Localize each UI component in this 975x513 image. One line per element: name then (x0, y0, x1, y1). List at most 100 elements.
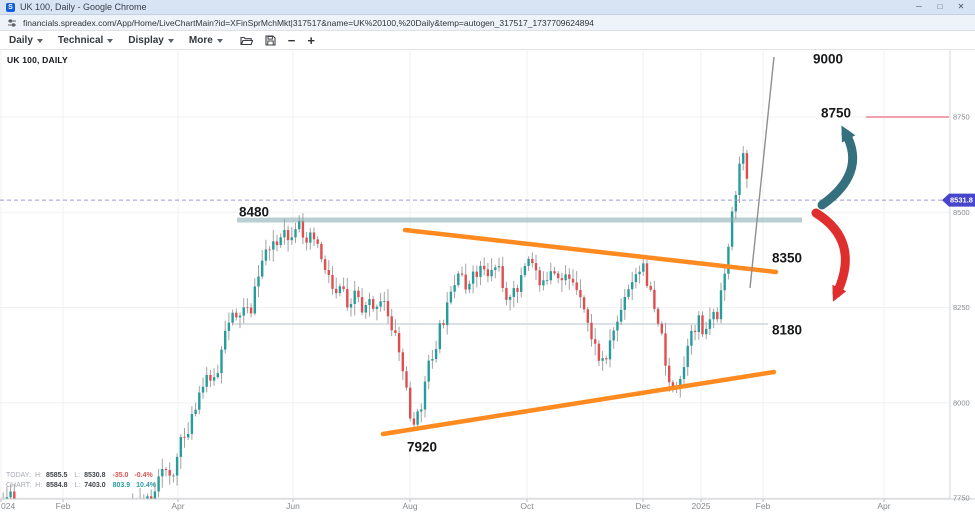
candle-down (394, 330, 397, 333)
current-price-tag (942, 193, 975, 207)
url-bar[interactable]: financials.spreadex.com/App/Home/LiveCha… (0, 15, 975, 31)
menu-display[interactable]: Display (128, 35, 174, 46)
x-tick-label: Oct (520, 501, 534, 511)
candle-up (479, 265, 482, 277)
candle-up (194, 409, 197, 415)
candle-up (420, 409, 423, 412)
candle-up (375, 306, 379, 309)
candle-down (390, 316, 393, 331)
candle-up (349, 303, 353, 308)
today-low-value: 8530.8 (84, 472, 106, 479)
candle-down (464, 274, 467, 290)
candle-down (557, 273, 560, 279)
candle-up (257, 276, 260, 287)
candle-up (431, 359, 434, 361)
high-label: H: (35, 482, 43, 489)
x-tick-label: Feb (756, 501, 771, 511)
candle-down (320, 243, 323, 260)
candle-down (605, 358, 608, 360)
chart-percent-value: 10.4% (136, 482, 156, 489)
minimize-button[interactable]: ─ (916, 2, 922, 11)
x-tick-label: Feb (56, 501, 71, 511)
bearish-scenario-arrow (811, 208, 850, 302)
candle-up (723, 273, 726, 291)
candle-down (553, 271, 556, 274)
chart-low-value: 7403.0 (84, 482, 106, 489)
candle-down (249, 307, 253, 314)
zoom-in-button[interactable]: + (307, 32, 315, 48)
menu-technical[interactable]: Technical (58, 35, 114, 46)
candle-up (734, 194, 737, 212)
zoom-out-button[interactable]: − (287, 32, 296, 48)
current-price-value: 8531.8 (950, 196, 973, 205)
candle-down (305, 237, 308, 243)
candle-up (608, 340, 612, 360)
candle-up (520, 275, 523, 292)
candle-down (372, 299, 375, 309)
save-icon (265, 34, 276, 46)
open-chart-button[interactable] (240, 35, 253, 46)
chevron-down-icon (167, 38, 174, 43)
candle-down (671, 382, 675, 387)
menu-display-label: Display (128, 34, 164, 46)
chevron-down-icon (36, 38, 43, 43)
candle-up (272, 241, 275, 250)
candle-up (727, 246, 730, 274)
menu-daily-label: Daily (9, 34, 33, 46)
gridlines (0, 50, 950, 502)
candle-down (656, 308, 660, 324)
price-chart-canvas[interactable]: 8750 8500 8250 8000 7750 024 Feb Apr Jun Aug Oct De… (0, 50, 975, 513)
level-label-8180: 8180 (772, 323, 802, 338)
candle-up (364, 305, 367, 313)
candle-up (697, 315, 700, 333)
candle-up (227, 322, 231, 331)
close-button[interactable]: ✕ (957, 2, 965, 11)
candle-down (386, 300, 390, 317)
candle-up (201, 386, 205, 393)
triangle-upper-trendline (402, 227, 779, 275)
candle-down (405, 371, 408, 388)
candle-up (175, 456, 179, 476)
menu-daily[interactable]: Daily (9, 35, 43, 46)
window-titlebar: S UK 100, Daily - Google Chrome ─ □ ✕ (0, 0, 975, 15)
url-text[interactable]: financials.spreadex.com/App/Home/LiveCha… (23, 17, 594, 28)
candle-down (246, 307, 249, 309)
candle-down (164, 469, 168, 471)
candle-up (542, 280, 545, 286)
menu-more[interactable]: More (189, 35, 223, 46)
save-chart-button[interactable] (265, 34, 276, 46)
candle-up (261, 260, 264, 277)
candle-up (179, 437, 182, 457)
candle-down (357, 290, 360, 298)
chevron-down-icon (107, 38, 114, 43)
candle-down (501, 266, 504, 289)
candle-up (216, 373, 219, 378)
y-tick-label: 8250 (953, 303, 970, 312)
candle-up (738, 163, 741, 195)
site-info-icon[interactable] (7, 18, 17, 28)
candle-up (231, 312, 234, 323)
candle-up (682, 367, 686, 379)
candle-up (242, 307, 245, 316)
candle-down (571, 278, 575, 283)
chart-toolbar: Daily Technical Display More − + (0, 31, 975, 50)
candle-up (383, 300, 386, 302)
window-title: UK 100, Daily - Google Chrome (20, 2, 147, 12)
candle-up (290, 237, 293, 241)
candle-down (346, 289, 349, 308)
candle-up (139, 500, 141, 502)
candle-up (612, 330, 615, 341)
candle-down (531, 258, 534, 264)
x-tick-label: Aug (402, 501, 417, 511)
chart-high-value: 8584.8 (46, 482, 68, 489)
candle-down (664, 333, 667, 366)
candle-down (486, 269, 490, 277)
candle-up (353, 290, 356, 304)
candle-down (301, 220, 305, 238)
candle-down (594, 339, 597, 344)
candle-up (631, 282, 634, 290)
candle-up (453, 285, 456, 292)
maximize-button[interactable]: □ (937, 2, 943, 11)
candle-up (298, 220, 301, 230)
instrument-label: UK 100, DAILY (7, 55, 68, 65)
